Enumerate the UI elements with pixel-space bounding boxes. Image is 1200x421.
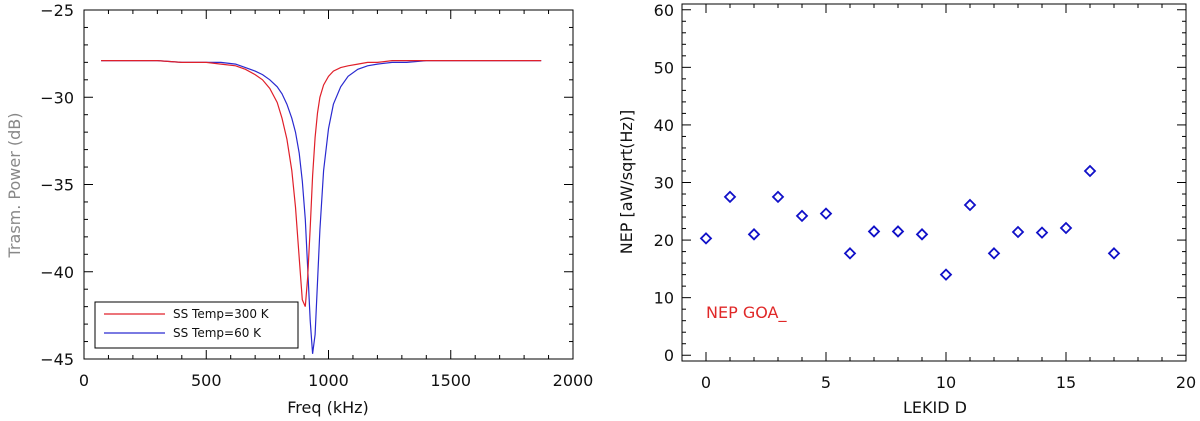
nep-point (1107, 247, 1121, 260)
nep-point (843, 247, 857, 260)
nep-point (819, 207, 833, 220)
nep-point (963, 198, 977, 212)
x-tick-label: 10 (936, 373, 956, 392)
x-tick-label: 1500 (430, 371, 471, 390)
nep-point (1035, 226, 1049, 239)
x-tick-label: 0 (79, 371, 89, 390)
nep-goal-annotation: NEP GOA_ (706, 303, 787, 323)
transmission-chart: 0 500 1000 1500 2000 −25 −30 −35 −40 −45 Freq (kH… (5, 1, 593, 417)
y-tick-label: −30 (40, 88, 74, 107)
legend: SS Temp=300 K SS Temp=60 K (94, 301, 299, 349)
y-tick-label: −45 (40, 350, 74, 369)
y-tick-label: −40 (40, 263, 74, 282)
nep-point (867, 225, 881, 238)
y-tick-label: 10 (654, 289, 674, 308)
nep-point (771, 190, 785, 204)
nep-points (699, 164, 1121, 281)
x-tick-label: 500 (191, 371, 222, 390)
nep-point (939, 268, 953, 281)
y-tick-label: −35 (40, 176, 74, 195)
nep-point (1011, 225, 1025, 239)
legend-label-60k: SS Temp=60 K (173, 326, 262, 340)
x-tick-label: 0 (701, 373, 711, 392)
x-tick-label: 5 (821, 373, 831, 392)
nep-point (723, 190, 737, 204)
legend-box (94, 301, 299, 349)
nep-chart: 0 5 10 15 20 0 10 20 30 40 50 60 NEP GOA_ LEKID D N… (617, 1, 1196, 417)
nep-point (747, 228, 761, 241)
y-tick-label: 30 (654, 174, 674, 193)
nep-point (891, 225, 905, 238)
nep-point (1059, 221, 1073, 235)
right-y-axis-label: NEP [aW/sqrt(Hz)] (617, 110, 636, 255)
y-tick-label: 0 (664, 346, 674, 365)
series-line-300k (101, 60, 542, 307)
y-tick-label: 20 (654, 231, 674, 250)
x-tick-label: 20 (1176, 373, 1196, 392)
series-line-60k (101, 60, 542, 354)
x-tick-label: 1000 (308, 371, 349, 390)
x-tick-label: 15 (1056, 373, 1076, 392)
transmission-curves (101, 60, 542, 354)
left-axis-ticks: 0 500 1000 1500 2000 −25 −30 −35 −40 −45 (40, 1, 593, 390)
right-x-axis-label: LEKID D (903, 398, 967, 417)
legend-label-300k: SS Temp=300 K (173, 307, 270, 321)
left-y-axis-label: Trasm. Power (dB) (5, 113, 24, 259)
x-tick-label: 2000 (553, 371, 594, 390)
nep-point (795, 209, 809, 223)
nep-point (1083, 164, 1097, 178)
nep-point (699, 232, 713, 245)
nep-point (915, 228, 929, 241)
y-tick-label: 40 (654, 116, 674, 135)
y-tick-label: 60 (654, 1, 674, 20)
nep-point (987, 247, 1001, 260)
left-x-axis-label: Freq (kHz) (287, 398, 369, 417)
y-tick-label: 50 (654, 58, 674, 77)
right-axis-ticks: 0 5 10 15 20 0 10 20 30 40 50 60 (654, 1, 1197, 392)
y-tick-label: −25 (40, 1, 74, 20)
